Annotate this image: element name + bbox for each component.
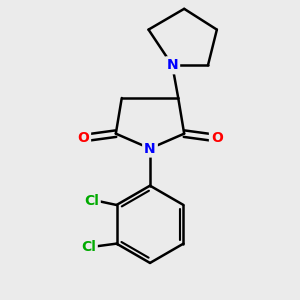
- Text: O: O: [211, 131, 223, 145]
- Text: O: O: [77, 131, 89, 145]
- Text: N: N: [144, 142, 156, 155]
- Text: Cl: Cl: [81, 240, 96, 254]
- Text: Cl: Cl: [84, 194, 99, 208]
- Text: N: N: [167, 58, 178, 72]
